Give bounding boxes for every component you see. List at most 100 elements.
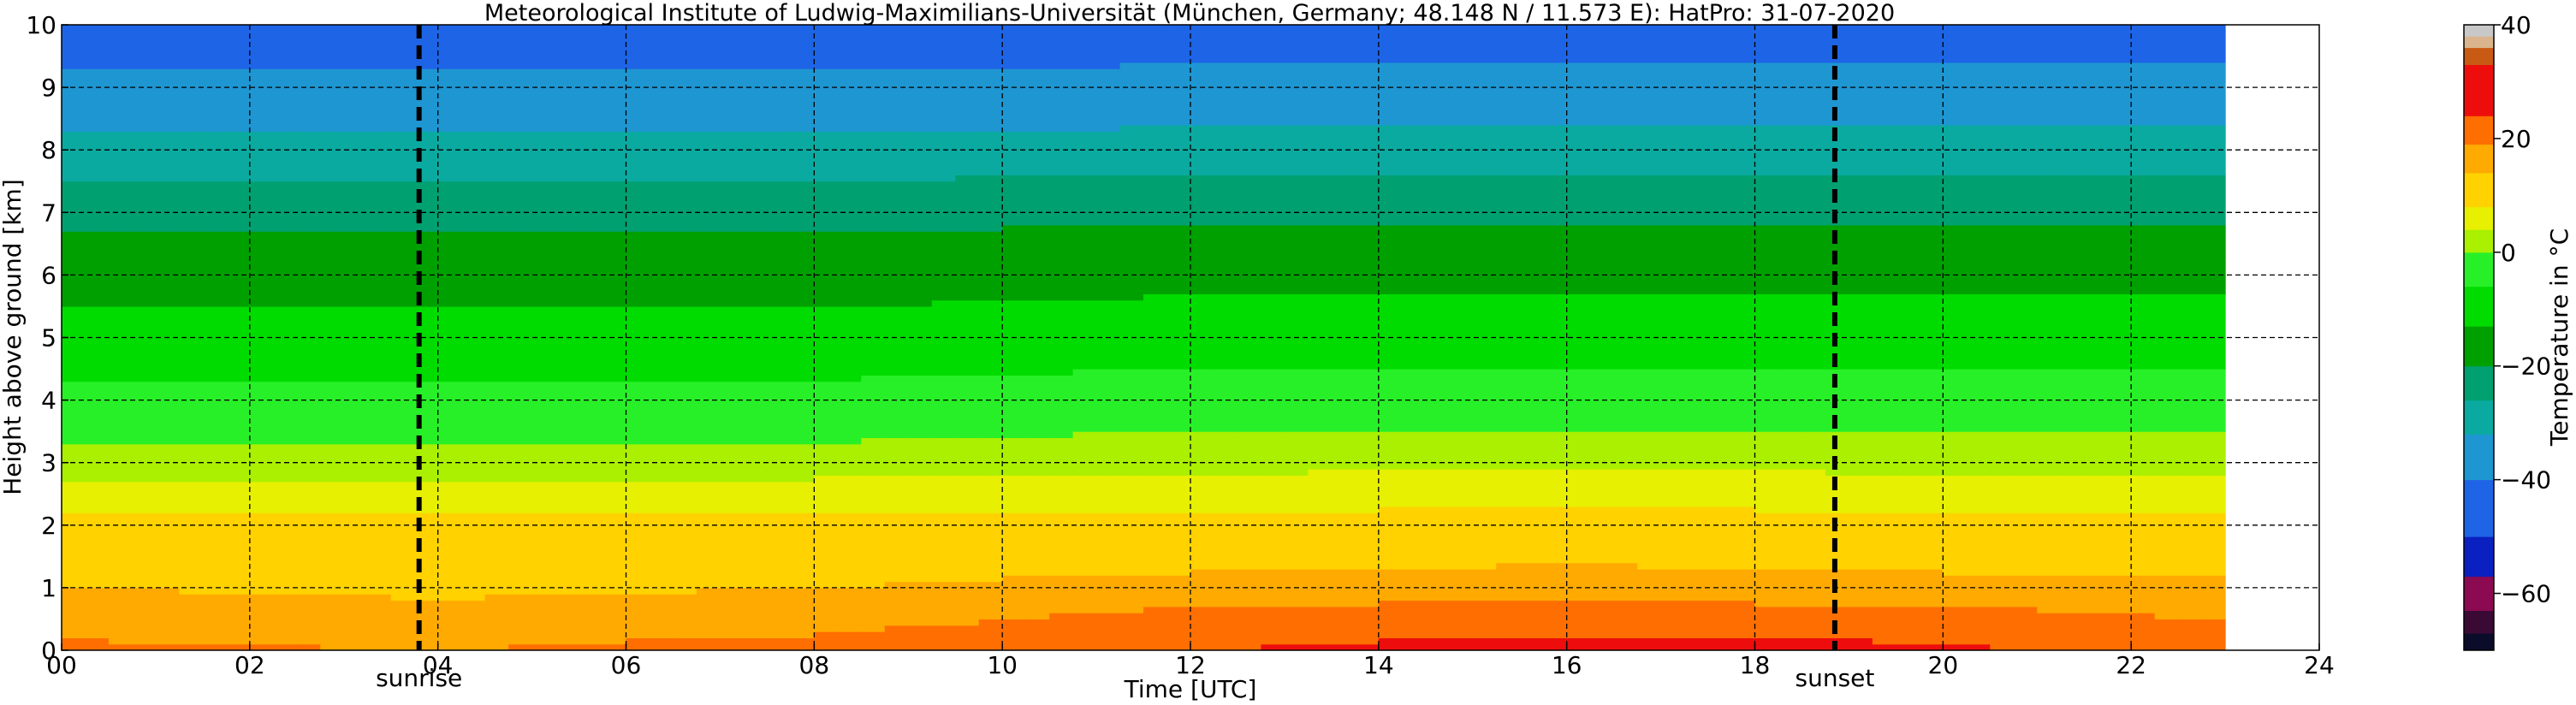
heatmap-cell xyxy=(743,262,768,270)
heatmap-cell xyxy=(1190,312,1215,320)
heatmap-cell xyxy=(602,218,627,226)
heatmap-cell xyxy=(955,562,980,570)
heatmap-cell xyxy=(931,350,956,358)
heatmap-cell xyxy=(437,587,462,595)
heatmap-cell xyxy=(955,531,980,539)
heatmap-cell xyxy=(1025,43,1050,50)
heatmap-cell xyxy=(743,362,768,370)
heatmap-cell xyxy=(931,600,956,607)
heatmap-cell xyxy=(1096,487,1121,495)
heatmap-cell xyxy=(1025,431,1050,439)
heatmap-cell xyxy=(531,619,556,626)
heatmap-cell xyxy=(1143,412,1168,420)
heatmap-cell xyxy=(226,594,251,601)
heatmap-cell xyxy=(508,506,533,513)
heatmap-cell xyxy=(155,487,180,495)
heatmap-cell xyxy=(579,412,603,420)
heatmap-cell xyxy=(908,418,933,426)
heatmap-cell xyxy=(626,443,650,451)
heatmap-cell xyxy=(85,80,110,88)
heatmap-cell xyxy=(555,550,580,557)
heatmap-cell xyxy=(437,343,462,351)
heatmap-cell xyxy=(484,218,509,226)
heatmap-cell xyxy=(108,162,134,169)
heatmap-cell xyxy=(931,162,956,169)
heatmap-cell xyxy=(814,587,839,595)
heatmap-cell xyxy=(837,619,862,626)
heatmap-cell xyxy=(1190,293,1215,301)
heatmap-cell xyxy=(367,131,392,139)
heatmap-cell xyxy=(579,143,603,151)
heatmap-cell xyxy=(743,587,768,595)
heatmap-cell xyxy=(132,475,157,483)
heatmap-cell xyxy=(555,231,580,239)
heatmap-cell xyxy=(814,250,839,258)
heatmap-cell xyxy=(908,293,933,301)
heatmap-cell xyxy=(155,25,180,32)
heatmap-cell xyxy=(720,275,745,282)
heatmap-cell xyxy=(249,625,274,632)
heatmap-cell xyxy=(273,643,298,650)
heatmap-cell xyxy=(390,187,415,194)
heatmap-cell xyxy=(320,369,345,376)
heatmap-cell xyxy=(767,594,792,601)
heatmap-cell xyxy=(837,356,862,364)
heatmap-cell xyxy=(720,594,745,601)
heatmap-cell xyxy=(1025,631,1050,638)
heatmap-cell xyxy=(320,594,345,601)
heatmap-cell xyxy=(437,143,462,151)
heatmap-cell xyxy=(696,50,721,57)
heatmap-cell xyxy=(649,487,674,495)
heatmap-cell xyxy=(790,62,815,69)
heatmap-cell xyxy=(461,418,486,426)
heatmap-cell xyxy=(673,387,697,394)
heatmap-cell xyxy=(226,106,251,113)
heatmap-cell xyxy=(249,187,274,194)
heatmap-cell xyxy=(508,262,533,270)
heatmap-cell xyxy=(531,62,556,69)
heatmap-cell xyxy=(1143,37,1168,44)
heatmap-cell xyxy=(1025,400,1050,407)
heatmap-cell xyxy=(696,275,721,282)
heatmap-cell xyxy=(273,25,298,32)
heatmap-cell xyxy=(62,87,86,95)
heatmap-cell xyxy=(508,99,533,107)
heatmap-cell xyxy=(155,531,180,539)
heatmap-cell xyxy=(790,481,815,489)
heatmap-cell xyxy=(743,594,768,601)
heatmap-cell xyxy=(1002,162,1027,169)
heatmap-cell xyxy=(1025,369,1050,376)
heatmap-cell xyxy=(720,381,745,388)
heatmap-cell xyxy=(531,199,556,207)
heatmap-cell xyxy=(273,262,298,270)
heatmap-cell xyxy=(531,31,556,39)
heatmap-cell xyxy=(273,350,298,358)
heatmap-cell xyxy=(179,437,204,445)
heatmap-cell xyxy=(226,124,251,132)
heatmap-cell xyxy=(249,550,274,557)
heatmap-cell xyxy=(908,575,933,583)
heatmap-cell xyxy=(1049,637,1074,645)
heatmap-cell xyxy=(320,99,345,107)
heatmap-cell xyxy=(484,93,509,101)
heatmap-cell xyxy=(1025,450,1050,457)
heatmap-cell xyxy=(343,524,368,532)
heatmap-cell xyxy=(579,324,603,332)
heatmap-cell xyxy=(202,68,227,76)
heatmap-cell xyxy=(367,375,392,382)
heatmap-cell xyxy=(978,337,1003,345)
heatmap-cell xyxy=(1214,187,1238,194)
heatmap-cell xyxy=(320,531,345,539)
heatmap-cell xyxy=(649,594,674,601)
heatmap-cell xyxy=(1190,237,1215,245)
heatmap-cell xyxy=(437,606,462,613)
heatmap-cell xyxy=(461,193,486,201)
heatmap-cell xyxy=(531,337,556,345)
heatmap-cell xyxy=(273,337,298,345)
heatmap-cell xyxy=(1214,305,1238,313)
heatmap-cell xyxy=(1025,37,1050,44)
heatmap-cell xyxy=(1214,643,1238,650)
heatmap-cell xyxy=(414,131,439,139)
heatmap-cell xyxy=(931,212,956,220)
heatmap-cell xyxy=(226,418,251,426)
